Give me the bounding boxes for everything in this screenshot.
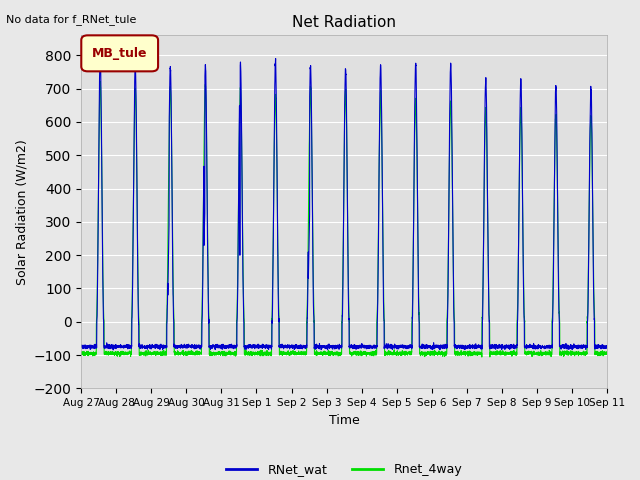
RNet_wat (603, 344, 611, 350)
RNet_wat (109, 347, 117, 353)
Rnet_4way (433, 350, 440, 356)
Rnet_4way (492, 352, 500, 358)
Rnet_4way (462, 351, 470, 357)
RNet_wat (77, 343, 85, 349)
Legend: RNet_wat, Rnet_4way: RNet_wat, Rnet_4way (221, 458, 467, 480)
Line: Rnet_4way: Rnet_4way (81, 82, 607, 357)
RNet_wat (172, 344, 180, 349)
Title: Net Radiation: Net Radiation (292, 15, 396, 30)
Rnet_4way (77, 350, 85, 356)
Rnet_4way (603, 351, 611, 357)
RNet_wat (433, 343, 440, 349)
RNet_wat (462, 345, 470, 350)
Line: RNet_wat: RNet_wat (81, 52, 607, 350)
RNet_wat (97, 49, 104, 55)
Rnet_4way (172, 351, 180, 357)
Text: No data for f_RNet_tule: No data for f_RNet_tule (6, 14, 137, 25)
Text: MB_tule: MB_tule (92, 47, 147, 60)
RNet_wat (603, 343, 611, 348)
Rnet_4way (324, 348, 332, 353)
Rnet_4way (478, 354, 486, 360)
X-axis label: Time: Time (329, 414, 360, 427)
Y-axis label: Solar Radiation (W/m2): Solar Radiation (W/m2) (15, 139, 28, 285)
Rnet_4way (603, 352, 611, 358)
Rnet_4way (96, 79, 104, 84)
RNet_wat (492, 347, 500, 352)
RNet_wat (324, 345, 332, 350)
